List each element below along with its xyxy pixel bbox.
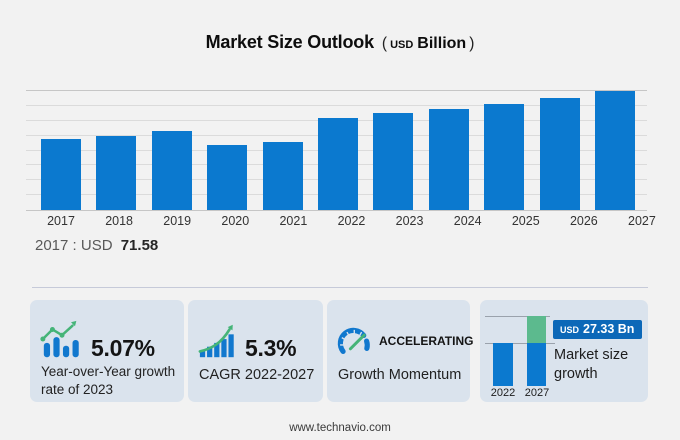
bar-2027 [594,90,635,210]
technavio-link[interactable]: www.technavio.com [289,422,391,434]
cagr-card-header: 5.3% [198,316,297,361]
mini-bar-2027 [527,316,546,386]
mini-label-2022: 2022 [490,387,516,399]
yoy-growth-card: 5.07% Year-over-Year growth rate of 2023 [30,300,184,402]
x-tick-2025: 2025 [511,214,540,228]
x-tick-2021: 2021 [279,214,308,228]
bar-2019 [151,131,192,210]
bar-2026 [539,98,580,210]
speedometer-icon [337,327,370,354]
momentum-description: Growth Momentum [338,367,462,383]
yoy-card-header: 5.07% [40,316,155,360]
x-tick-2023: 2023 [395,214,424,228]
momentum-card-header: ACCELERATING [337,324,473,358]
bar-2021 [262,142,303,210]
mini-gridline-top [485,316,550,317]
bar-2020 [207,145,248,210]
chart-title: Market Size Outlook ( USD Billion ) [0,32,680,53]
cagr-card: 5.3% CAGR 2022-2027 [188,300,323,402]
bar-2025 [484,103,525,210]
growth-value-badge: USD 27.33 Bn [553,320,643,339]
cagr-value: 5.3% [245,335,297,361]
badge-currency: USD [560,325,580,335]
mini-bar-2027-growth-segment [527,316,546,343]
cagr-description: CAGR 2022-2027 [199,367,315,383]
growth-value-block: USD 27.33 Bn Market size growth [553,320,645,384]
gridline [26,104,647,106]
bar-2024 [428,109,469,210]
x-axis-labels: 2017 2018 2019 2020 2021 2022 2023 2024 2025 2026… [26,214,674,228]
growth-momentum-card: ACCELERATING Growth Momentum [327,300,473,402]
section-divider [32,287,648,288]
x-tick-2019: 2019 [163,214,192,228]
x-tick-2027: 2027 [628,214,656,228]
title-unit: Billion [417,35,467,52]
bar-chart-plot-area [26,90,647,211]
base-year-callout: 2017 : USD 71.58 [35,237,158,254]
x-tick-2018: 2018 [105,214,133,228]
mini-growth-chart: 2022 2027 [485,314,557,402]
title-paren-close: ) [469,35,475,52]
badge-value: 27.33 Bn [583,322,635,336]
mini-gridline-base [485,343,555,344]
bar-2018 [96,136,137,210]
bar-2017 [41,139,81,210]
growth-arrow-icon [198,324,234,358]
yoy-rate-value: 5.07% [91,335,155,361]
bar-2022 [317,117,358,210]
yoy-rate-description: Year-over-Year growth rate of 2023 [41,364,176,397]
x-tick-2022: 2022 [337,214,366,228]
momentum-status: ACCELERATING [379,334,474,348]
title-main: Market Size Outlook [205,32,374,52]
x-tick-2024: 2024 [453,214,482,228]
footer: www.technavio.com [0,418,680,436]
bar-series [26,90,647,210]
x-tick-2020: 2020 [221,214,250,228]
title-paren-open: ( [381,35,388,52]
callout-prefix: 2017 : USD [35,237,113,254]
x-tick-2026: 2026 [569,214,598,228]
bar-chart-trend-icon [40,320,79,358]
growth-label: Market size growth [554,347,629,383]
market-size-growth-card: 2022 2027 USD 27.33 Bn Market size growt… [480,300,648,402]
mini-bar-2022 [493,343,513,386]
mini-label-2027: 2027 [524,387,550,399]
title-currency: USD [390,39,414,51]
x-tick-2017: 2017 [47,214,75,228]
bar-2023 [373,113,414,210]
callout-value: 71.58 [120,237,159,254]
